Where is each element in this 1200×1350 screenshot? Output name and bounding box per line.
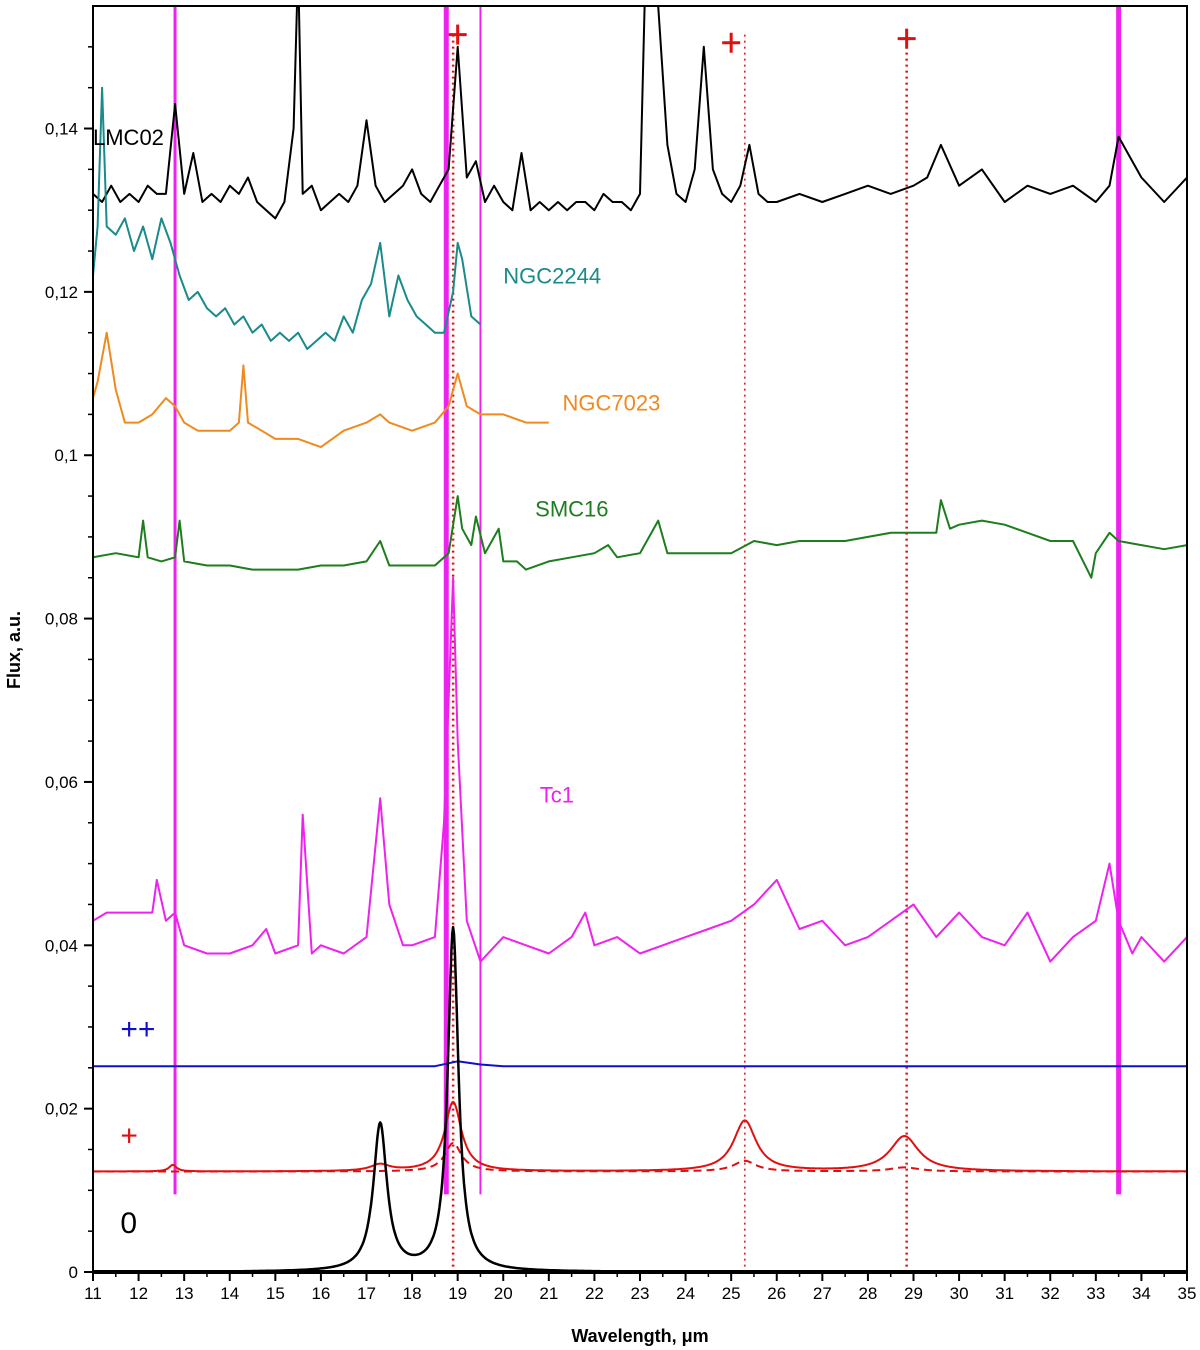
x-tick-label-0: 11 bbox=[84, 1284, 102, 1303]
x-tick-label-17: 28 bbox=[858, 1284, 877, 1303]
y-tick-label-6: 0,12 bbox=[45, 283, 78, 302]
x-tick-label-16: 27 bbox=[813, 1284, 832, 1303]
series-line-3 bbox=[93, 495, 1187, 579]
series-label-1: NGC2244 bbox=[503, 264, 601, 289]
series-line-8 bbox=[93, 925, 1187, 1272]
plus-marker-2 bbox=[897, 28, 916, 49]
series-line-6 bbox=[93, 1100, 1187, 1173]
y-tick-label-5: 0,1 bbox=[54, 446, 78, 465]
plot-lines bbox=[93, 6, 1187, 1272]
x-tick-label-11: 22 bbox=[585, 1284, 604, 1303]
y-tick-label-1: 0,02 bbox=[45, 1100, 78, 1119]
series-line-5 bbox=[93, 1060, 1187, 1068]
series-label-3: SMC16 bbox=[535, 496, 608, 521]
series-line-2 bbox=[93, 331, 549, 449]
x-tick-label-8: 19 bbox=[448, 1284, 467, 1303]
x-tick-label-6: 17 bbox=[357, 1284, 376, 1303]
series-label-0: LMC02 bbox=[93, 125, 164, 150]
x-tick-label-4: 15 bbox=[266, 1284, 285, 1303]
x-tick-label-20: 31 bbox=[995, 1284, 1014, 1303]
axes: 11 12 13 14 15 16 17 18 19 20 21 22 23 24 25 26 27 28 29 30… bbox=[45, 5, 1197, 1303]
x-tick-label-3: 14 bbox=[220, 1284, 239, 1303]
x-tick-label-1: 12 bbox=[129, 1284, 148, 1303]
x-tick-label-24: 35 bbox=[1178, 1284, 1197, 1303]
series-label-2: NGC7023 bbox=[563, 390, 661, 415]
y-tick-label-0: 0 bbox=[69, 1263, 78, 1282]
series-line-0 bbox=[93, 6, 1187, 220]
series-label-4: Tc1 bbox=[540, 782, 574, 807]
series-label-6: + bbox=[120, 1119, 138, 1152]
x-tick-label-22: 33 bbox=[1086, 1284, 1105, 1303]
series-label-8: 0 bbox=[120, 1207, 137, 1240]
x-tick-label-23: 34 bbox=[1132, 1284, 1151, 1303]
x-tick-label-2: 13 bbox=[175, 1284, 194, 1303]
x-tick-label-9: 20 bbox=[494, 1284, 513, 1303]
plus-marker-1 bbox=[722, 32, 741, 53]
plus-marker-0 bbox=[448, 24, 467, 45]
series-line-1 bbox=[93, 86, 482, 350]
y-tick-label-3: 0,06 bbox=[45, 773, 78, 792]
x-tick-label-15: 26 bbox=[767, 1284, 786, 1303]
x-tick-label-21: 32 bbox=[1041, 1284, 1060, 1303]
x-tick-label-14: 25 bbox=[722, 1284, 741, 1303]
y-tick-label-7: 0,14 bbox=[45, 120, 78, 139]
x-tick-label-13: 24 bbox=[676, 1284, 695, 1303]
y-tick-label-4: 0,08 bbox=[45, 610, 78, 629]
y-tick-label-2: 0,04 bbox=[45, 936, 78, 955]
x-tick-label-10: 21 bbox=[539, 1284, 558, 1303]
series-line-7 bbox=[93, 1141, 1187, 1173]
x-tick-label-5: 16 bbox=[311, 1284, 330, 1303]
x-tick-label-19: 30 bbox=[950, 1284, 969, 1303]
x-tick-label-7: 18 bbox=[403, 1284, 422, 1303]
series-line-4 bbox=[93, 576, 1187, 963]
series-label-5: ++ bbox=[120, 1013, 155, 1046]
y-axis-title: Flux, a.u. bbox=[4, 611, 24, 689]
x-axis-title: Wavelength, μm bbox=[571, 1326, 708, 1346]
x-tick-label-18: 29 bbox=[904, 1284, 923, 1303]
x-tick-label-12: 23 bbox=[631, 1284, 650, 1303]
